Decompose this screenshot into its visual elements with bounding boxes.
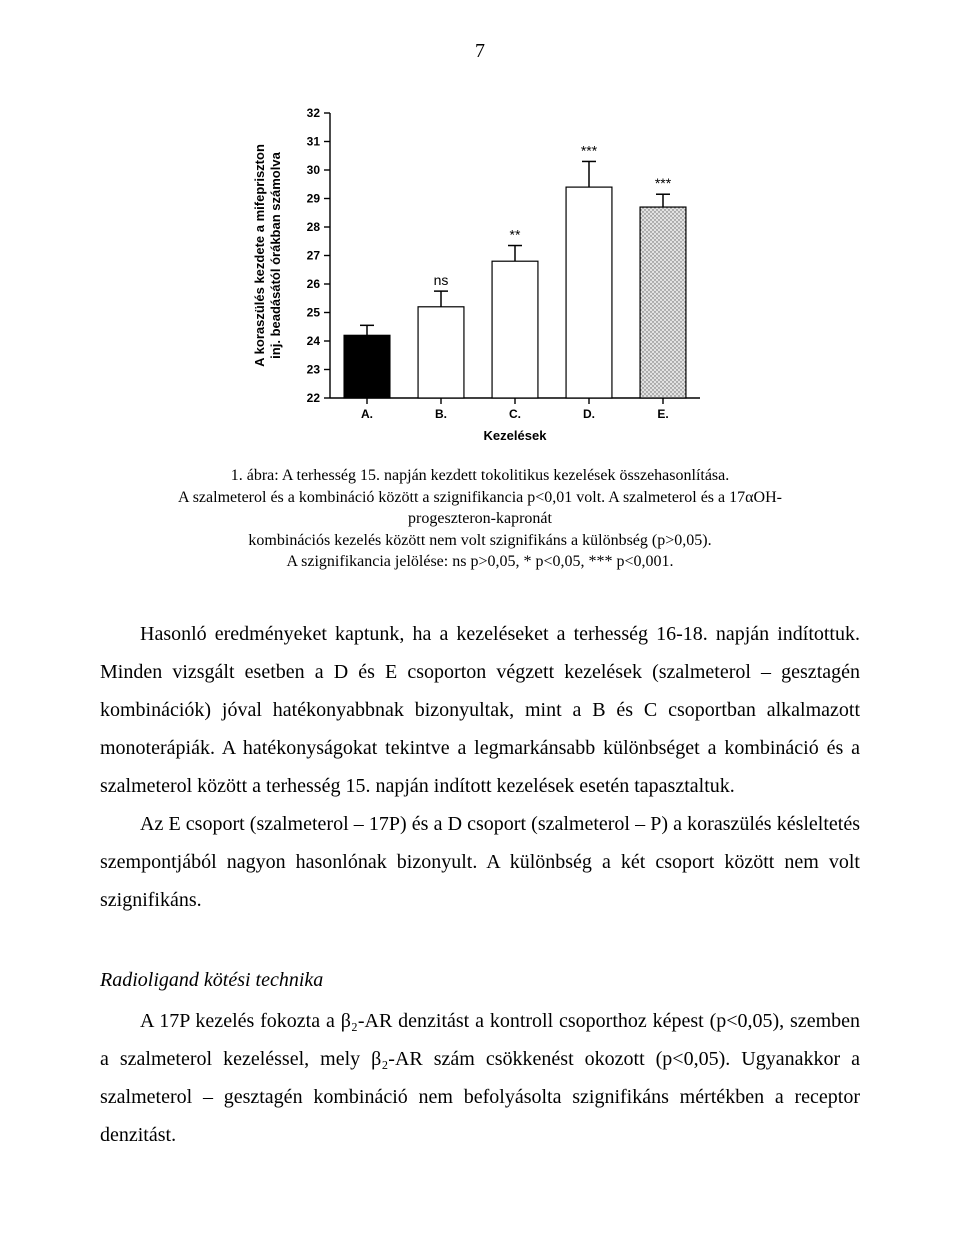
svg-text:25: 25 [307, 306, 321, 320]
svg-text:30: 30 [307, 163, 321, 177]
paragraph: Hasonló eredményeket kaptunk, ha a kezel… [100, 615, 860, 805]
caption-line: A szalmeterol és a kombináció között a s… [178, 489, 782, 528]
bar-chart: 22 23 24 25 26 27 28 29 30 31 32 A koraszülés kezde… [240, 93, 720, 453]
svg-text:Kezelések: Kezelések [484, 428, 548, 443]
svg-text:31: 31 [307, 135, 321, 149]
page-number: 7 [100, 40, 860, 63]
page: 7 22 23 24 25 26 27 28 29 30 31 32 A koraszülés kez… [0, 0, 960, 1214]
svg-text:29: 29 [307, 192, 321, 206]
svg-text:**: ** [510, 227, 521, 243]
svg-text:D.: D. [583, 407, 595, 421]
svg-text:***: *** [581, 142, 598, 158]
paragraph: Az E csoport (szalmeterol – 17P) és a D … [100, 805, 860, 919]
svg-text:A koraszülés kezdete a mifepri: A koraszülés kezdete a mifepriszton [252, 144, 267, 367]
svg-text:ns: ns [434, 272, 449, 288]
svg-text:27: 27 [307, 249, 321, 263]
svg-text:B.: B. [435, 407, 447, 421]
caption-line: kombinációs kezelés között nem volt szig… [248, 532, 711, 549]
paragraph: A 17P kezelés fokozta a β₂-AR denzitást … [100, 1002, 860, 1154]
caption-line: A szignifikancia jelölése: ns p>0,05, * … [286, 553, 673, 570]
svg-text:C.: C. [509, 407, 521, 421]
svg-text:26: 26 [307, 277, 321, 291]
svg-text:inj. beadásától órákban számol: inj. beadásától órákban számolva [268, 151, 283, 358]
svg-text:E.: E. [657, 407, 668, 421]
svg-text:32: 32 [307, 106, 321, 120]
svg-text:28: 28 [307, 220, 321, 234]
section-heading: Radioligand kötési technika [100, 969, 860, 992]
caption-line: 1. ábra: A terhesség 15. napján kezdett … [231, 467, 730, 484]
svg-text:23: 23 [307, 363, 321, 377]
bar-chart-container: 22 23 24 25 26 27 28 29 30 31 32 A koraszülés kezde… [100, 93, 860, 453]
svg-text:24: 24 [307, 334, 321, 348]
figure-caption: 1. ábra: A terhesség 15. napján kezdett … [140, 465, 820, 573]
svg-text:A.: A. [361, 407, 373, 421]
svg-text:22: 22 [307, 391, 321, 405]
svg-text:***: *** [655, 175, 672, 191]
body-text: Hasonló eredményeket kaptunk, ha a kezel… [100, 615, 860, 1154]
